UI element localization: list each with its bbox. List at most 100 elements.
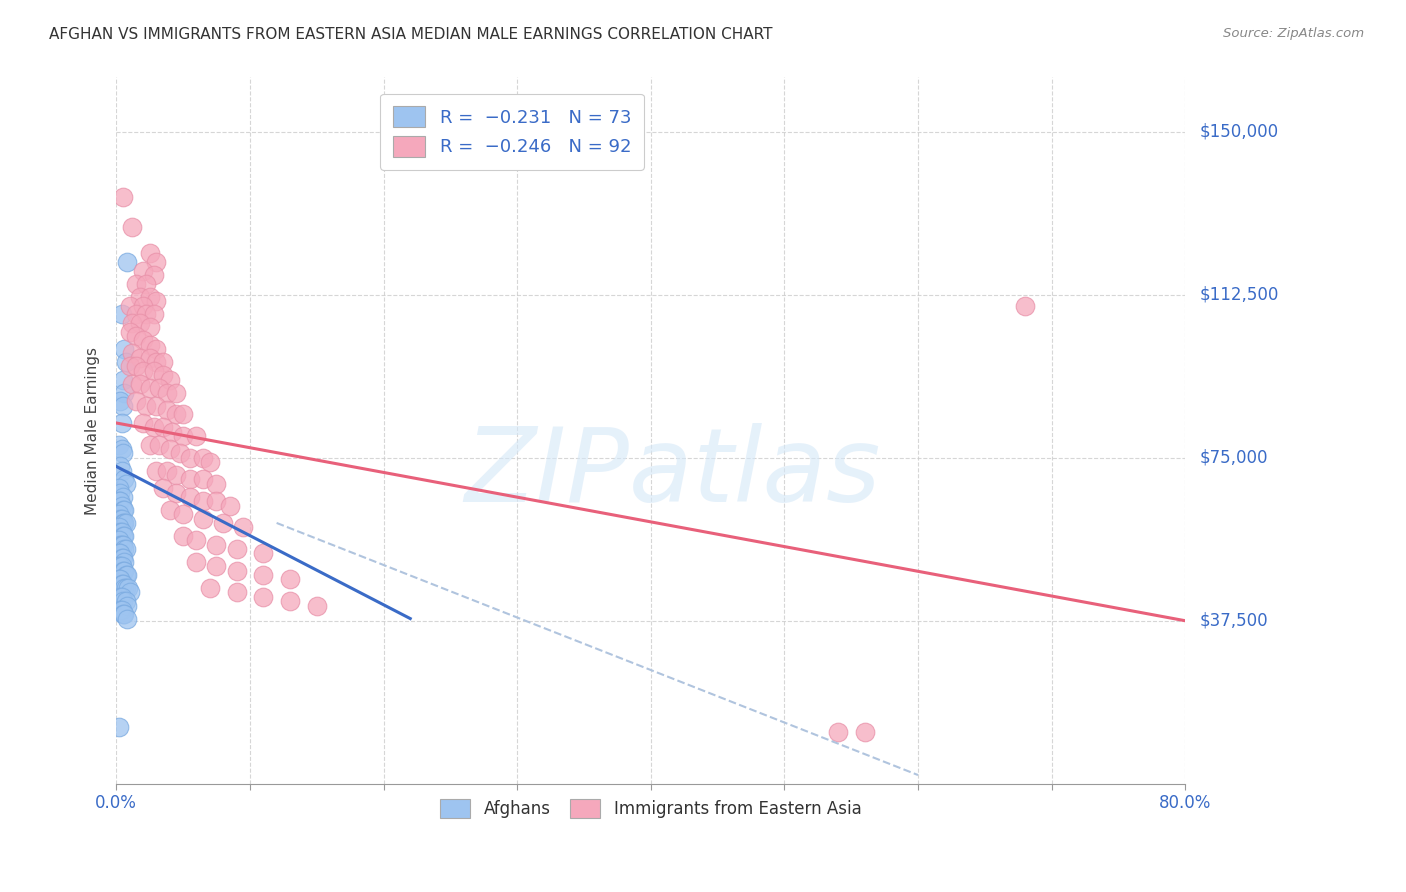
Point bbox=[111, 490, 134, 504]
Point bbox=[112, 516, 135, 530]
Point bbox=[110, 590, 132, 604]
Point bbox=[110, 603, 132, 617]
Point bbox=[115, 255, 138, 269]
Point bbox=[111, 503, 134, 517]
Point bbox=[118, 359, 141, 374]
Point bbox=[159, 372, 181, 386]
Point bbox=[138, 320, 160, 334]
Point bbox=[129, 376, 152, 391]
Point bbox=[305, 599, 328, 613]
Point bbox=[172, 508, 194, 522]
Point bbox=[110, 524, 132, 539]
Point bbox=[111, 564, 134, 578]
Point bbox=[132, 334, 155, 348]
Point bbox=[205, 559, 228, 574]
Text: AFGHAN VS IMMIGRANTS FROM EASTERN ASIA MEDIAN MALE EARNINGS CORRELATION CHART: AFGHAN VS IMMIGRANTS FROM EASTERN ASIA M… bbox=[49, 27, 773, 42]
Point bbox=[115, 599, 138, 613]
Point bbox=[156, 403, 179, 417]
Point bbox=[112, 473, 135, 487]
Point bbox=[138, 381, 160, 395]
Point bbox=[159, 503, 181, 517]
Text: ZIPatlas: ZIPatlas bbox=[464, 423, 880, 523]
Point bbox=[111, 607, 134, 622]
Point bbox=[165, 485, 187, 500]
Point bbox=[108, 481, 131, 495]
Point bbox=[156, 464, 179, 478]
Point bbox=[111, 516, 134, 530]
Point bbox=[125, 307, 148, 321]
Point bbox=[225, 564, 247, 578]
Point bbox=[112, 385, 135, 400]
Point bbox=[169, 446, 191, 460]
Point bbox=[129, 290, 152, 304]
Point bbox=[125, 277, 148, 291]
Point bbox=[110, 416, 132, 430]
Point bbox=[114, 476, 136, 491]
Point bbox=[159, 442, 181, 456]
Point bbox=[110, 494, 132, 508]
Point bbox=[112, 503, 135, 517]
Point bbox=[111, 550, 134, 565]
Point bbox=[125, 394, 148, 409]
Point bbox=[110, 511, 132, 525]
Point bbox=[110, 559, 132, 574]
Point bbox=[110, 485, 132, 500]
Point bbox=[111, 446, 134, 460]
Point bbox=[108, 438, 131, 452]
Point bbox=[114, 355, 136, 369]
Point bbox=[132, 416, 155, 430]
Point bbox=[115, 611, 138, 625]
Point bbox=[179, 450, 201, 465]
Point bbox=[111, 399, 134, 413]
Point bbox=[152, 420, 174, 434]
Text: $112,500: $112,500 bbox=[1199, 285, 1278, 304]
Point bbox=[129, 351, 152, 365]
Point bbox=[145, 294, 167, 309]
Point bbox=[205, 476, 228, 491]
Point bbox=[108, 494, 131, 508]
Point bbox=[205, 494, 228, 508]
Point bbox=[110, 459, 132, 474]
Point bbox=[110, 394, 132, 409]
Point bbox=[111, 372, 134, 386]
Point bbox=[156, 385, 179, 400]
Point bbox=[112, 564, 135, 578]
Point bbox=[132, 364, 155, 378]
Point bbox=[111, 190, 134, 204]
Point bbox=[191, 511, 214, 525]
Point bbox=[252, 568, 274, 582]
Point bbox=[110, 590, 132, 604]
Point bbox=[145, 464, 167, 478]
Point bbox=[129, 316, 152, 330]
Point bbox=[179, 473, 201, 487]
Point bbox=[121, 316, 143, 330]
Point bbox=[191, 450, 214, 465]
Point bbox=[179, 490, 201, 504]
Point bbox=[111, 529, 134, 543]
Point bbox=[138, 438, 160, 452]
Legend: Afghans, Immigrants from Eastern Asia: Afghans, Immigrants from Eastern Asia bbox=[433, 792, 868, 825]
Point bbox=[152, 368, 174, 383]
Point bbox=[110, 603, 132, 617]
Point bbox=[110, 511, 132, 525]
Point bbox=[114, 568, 136, 582]
Text: $75,000: $75,000 bbox=[1199, 449, 1268, 467]
Point bbox=[138, 351, 160, 365]
Point bbox=[111, 538, 134, 552]
Point bbox=[121, 346, 143, 360]
Point bbox=[108, 559, 131, 574]
Point bbox=[165, 468, 187, 483]
Point bbox=[218, 499, 240, 513]
Point bbox=[145, 255, 167, 269]
Point bbox=[252, 546, 274, 560]
Point bbox=[225, 542, 247, 557]
Point bbox=[145, 399, 167, 413]
Point bbox=[132, 299, 155, 313]
Point bbox=[117, 581, 139, 595]
Point bbox=[108, 508, 131, 522]
Point bbox=[135, 399, 157, 413]
Point bbox=[252, 590, 274, 604]
Point bbox=[114, 516, 136, 530]
Point bbox=[111, 576, 134, 591]
Point bbox=[225, 585, 247, 599]
